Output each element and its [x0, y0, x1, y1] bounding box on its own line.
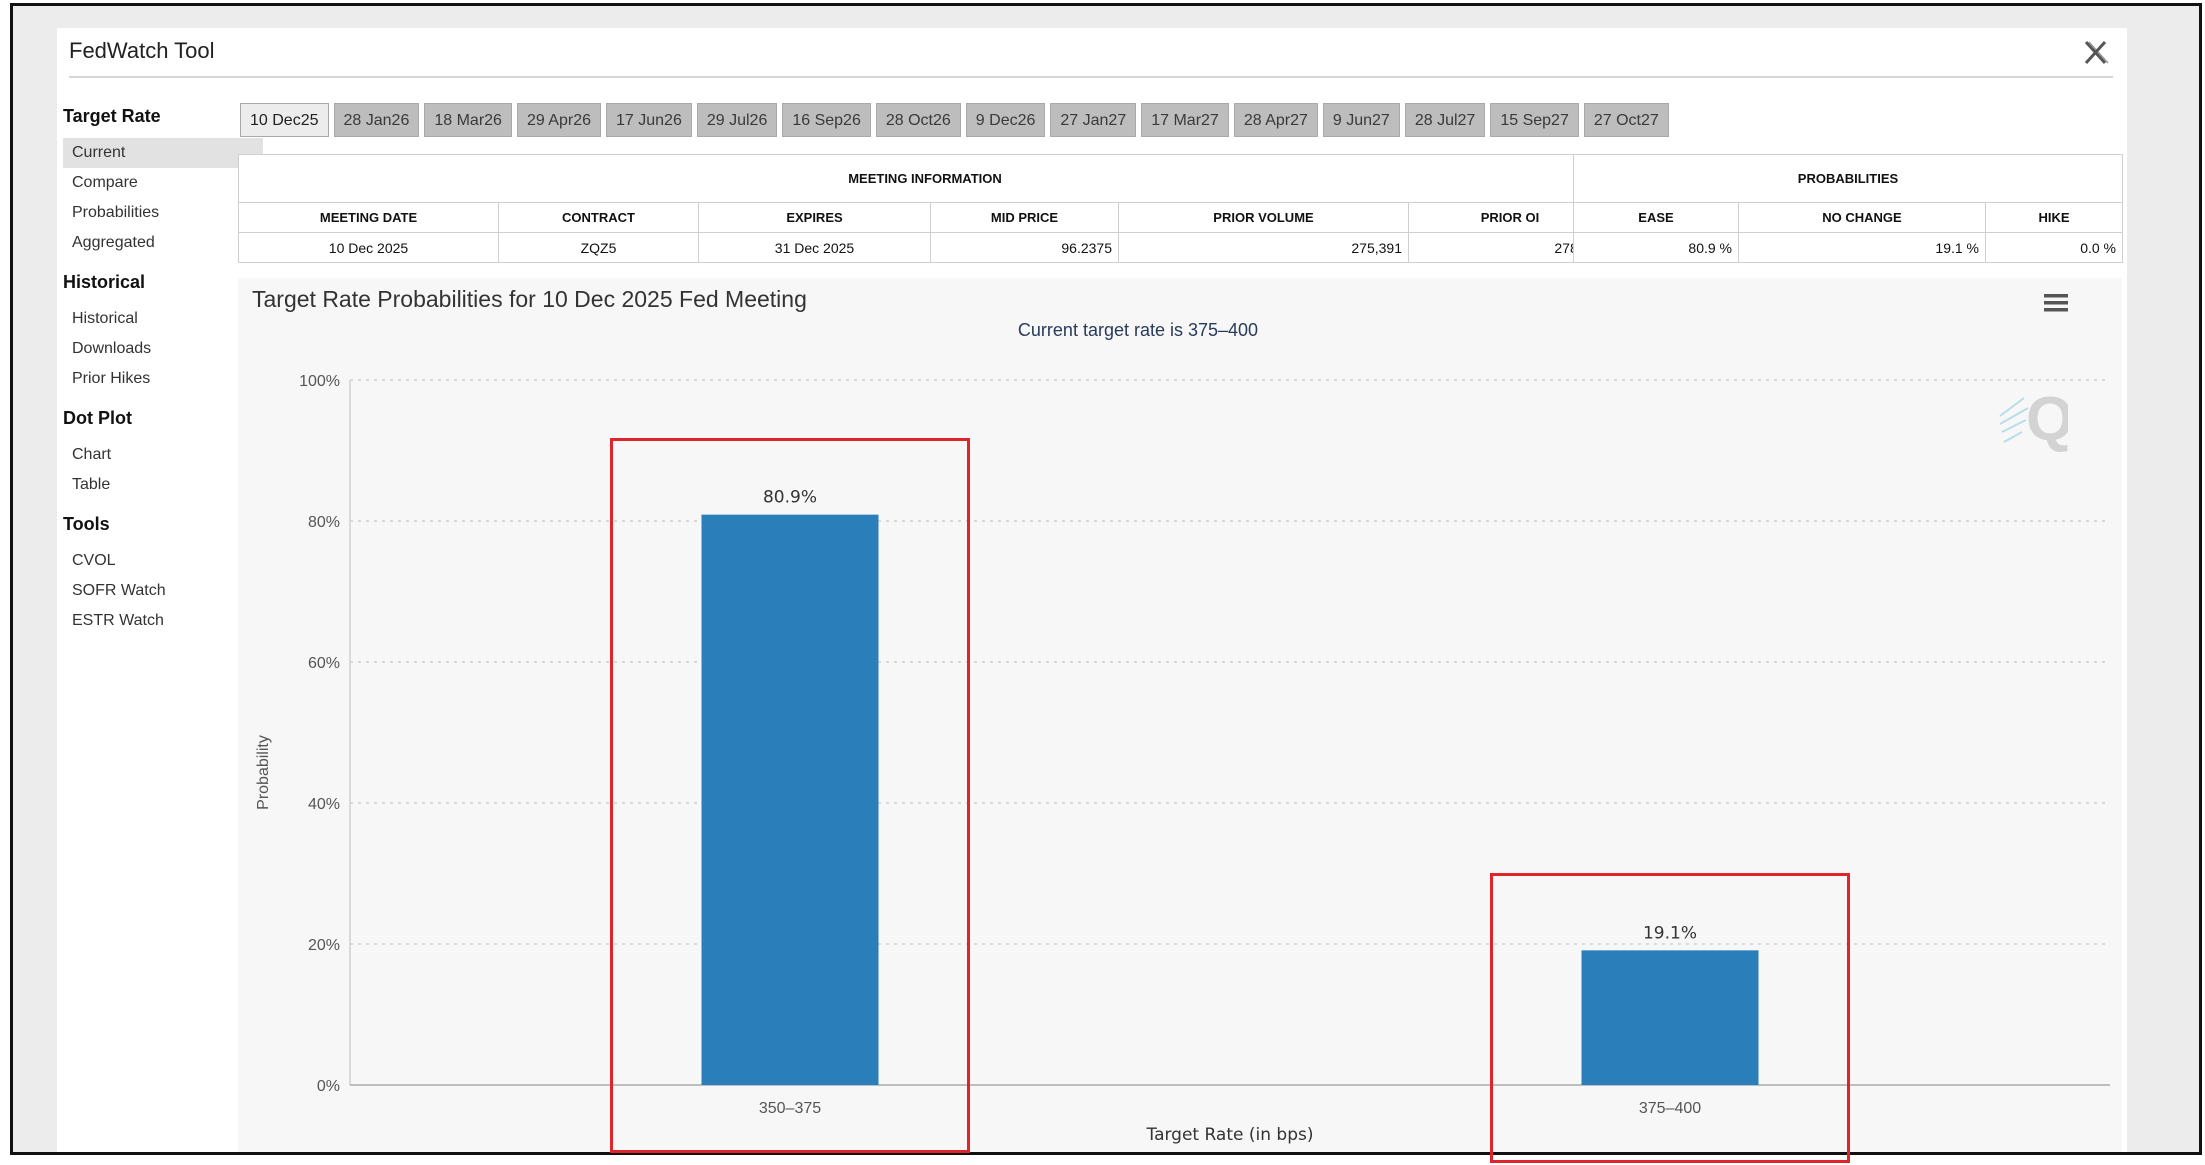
probabilities-heading: PROBABILITIES	[1573, 154, 2123, 203]
tab-18-mar26[interactable]: 18 Mar26	[424, 103, 512, 137]
column-header: CONTRACT	[498, 202, 699, 233]
tab-29-jul26[interactable]: 29 Jul26	[696, 103, 778, 137]
annotation-box-375-400	[1490, 873, 1850, 1163]
tab-27-jan27[interactable]: 27 Jan27	[1050, 103, 1137, 137]
sidebar-item-downloads[interactable]: Downloads	[72, 340, 152, 357]
column-header: MEETING DATE	[238, 202, 499, 233]
sidebar-item-prior-hikes[interactable]: Prior Hikes	[72, 370, 151, 387]
bar-chart: 0% 20% 40% 60% 80% 100% 80.9% 350–375 19.1% 375–4…	[255, 373, 2110, 1145]
y-tick-label: 20%	[308, 937, 340, 954]
x-axis-title: Target Rate (in bps)	[1146, 1125, 1314, 1145]
mid-price-cell: 96.2375	[930, 232, 1119, 263]
sidebar-heading: Dot Plot	[63, 408, 132, 428]
y-tick-label: 0%	[317, 1078, 340, 1095]
table-row: 80.9 % 19.1 % 0.0 %	[1573, 232, 2123, 263]
sidebar-group-historical: Historical Historical Downloads Prior Hi…	[63, 272, 263, 394]
screenshot-frame: FedWatch Tool Target Rate Current Compar…	[10, 3, 2202, 1163]
probabilities-table: PROBABILITIES EASE NO CHANGE HIKE 80.9 %…	[1573, 154, 2123, 263]
tab-28-oct26[interactable]: 28 Oct26	[875, 103, 961, 137]
sidebar-item-chart[interactable]: Chart	[72, 446, 112, 463]
column-header: EXPIRES	[698, 202, 931, 233]
contract-cell: ZQZ5	[498, 232, 699, 263]
sidebar-item-sofr-watch[interactable]: SOFR Watch	[72, 582, 166, 599]
fedwatch-panel: FedWatch Tool Target Rate Current Compar…	[57, 28, 2127, 1163]
close-icon[interactable]	[2077, 34, 2113, 70]
hamburger-menu-icon[interactable]	[2041, 290, 2071, 316]
column-header: EASE	[1573, 202, 1739, 233]
sidebar-group-target-rate: Target Rate Current Compare Probabilitie…	[63, 106, 263, 258]
tab-17-mar27[interactable]: 17 Mar27	[1141, 103, 1229, 137]
tab-10-dec25[interactable]: 10 Dec25	[240, 103, 329, 137]
sidebar-item-table[interactable]: Table	[72, 476, 111, 493]
sidebar-group-dot-plot: Dot Plot Chart Table	[63, 408, 263, 500]
sidebar-heading: Tools	[63, 514, 110, 534]
tab-15-sep27[interactable]: 15 Sep27	[1490, 103, 1579, 137]
y-axis-title: Probability	[255, 735, 272, 810]
column-header: PRIOR VOLUME	[1118, 202, 1409, 233]
meeting-information-heading: MEETING INFORMATION	[238, 154, 1612, 203]
data-label: 80.9%	[763, 488, 817, 508]
no-change-cell: 19.1 %	[1738, 232, 1986, 263]
svg-text:Q: Q	[2026, 385, 2068, 454]
meeting-information-table: MEETING INFORMATION MEETING DATE CONTRAC…	[238, 154, 1612, 263]
tab-28-apr27[interactable]: 28 Apr27	[1233, 103, 1318, 137]
tab-29-apr26[interactable]: 29 Apr26	[516, 103, 601, 137]
tab-28-jul27[interactable]: 28 Jul27	[1404, 103, 1486, 137]
bar	[1581, 950, 1759, 1085]
y-tick-label: 60%	[308, 655, 340, 672]
column-header: NO CHANGE	[1738, 202, 1986, 233]
x-tick-label: 350–375	[759, 1100, 821, 1117]
table-row: 10 Dec 2025 ZQZ5 31 Dec 2025 96.2375 275…	[238, 232, 1612, 263]
expires-cell: 31 Dec 2025	[698, 232, 931, 263]
sidebar-item-current[interactable]: Current	[63, 138, 263, 168]
data-label: 19.1%	[1643, 923, 1697, 943]
sidebar-item-cvol[interactable]: CVOL	[72, 552, 116, 569]
sidebar-nav: Target Rate Current Compare Probabilitie…	[63, 106, 263, 650]
app-title: FedWatch Tool	[69, 38, 215, 63]
tab-9-dec26[interactable]: 9 Dec26	[965, 103, 1046, 137]
sidebar-group-tools: Tools CVOL SOFR Watch ESTR Watch	[63, 514, 263, 636]
y-tick-label: 40%	[308, 796, 340, 813]
sidebar-heading: Historical	[63, 272, 146, 292]
tab-16-sep26[interactable]: 16 Sep26	[782, 103, 871, 137]
column-header: MID PRICE	[930, 202, 1119, 233]
annotation-box-350-375	[610, 437, 970, 1153]
chart-subtitle: Current target rate is 375–400	[1017, 320, 1259, 340]
title-bar: FedWatch Tool	[69, 28, 2113, 78]
meeting-date-cell: 10 Dec 2025	[238, 232, 499, 263]
sidebar-heading: Target Rate	[63, 106, 161, 126]
tab-27-oct27[interactable]: 27 Oct27	[1583, 103, 1669, 137]
sidebar-item-probabilities[interactable]: Probabilities	[72, 204, 160, 221]
column-header: HIKE	[1985, 202, 2123, 233]
ease-cell: 80.9 %	[1573, 232, 1739, 263]
y-tick-label: 100%	[299, 373, 340, 390]
hike-cell: 0.0 %	[1985, 232, 2123, 263]
tab-9-jun27[interactable]: 9 Jun27	[1322, 103, 1400, 137]
prior-volume-cell: 275,391	[1118, 232, 1409, 263]
y-tick-label: 80%	[308, 514, 340, 531]
tab-17-jun26[interactable]: 17 Jun26	[606, 103, 692, 137]
sidebar-item-compare[interactable]: Compare	[72, 174, 138, 191]
tab-28-jan26[interactable]: 28 Jan26	[333, 103, 420, 137]
chart-area: 0% 20% 40% 60% 80% 100% 80.9% 350–375 19.1% 375–4…	[238, 278, 2122, 1152]
bar	[701, 514, 879, 1085]
sidebar-item-historical[interactable]: Historical	[72, 310, 138, 327]
quikstrike-logo-icon: Q	[1998, 368, 2074, 458]
chart-title: Target Rate Probabilities for 10 Dec 202…	[252, 286, 807, 312]
sidebar-item-aggregated[interactable]: Aggregated	[72, 234, 155, 251]
x-tick-label: 375–400	[1639, 1100, 1701, 1117]
sidebar-item-estr-watch[interactable]: ESTR Watch	[72, 612, 164, 629]
meeting-date-tabs: 10 Dec25 28 Jan26 18 Mar26 29 Apr26 17 J…	[240, 103, 1669, 139]
